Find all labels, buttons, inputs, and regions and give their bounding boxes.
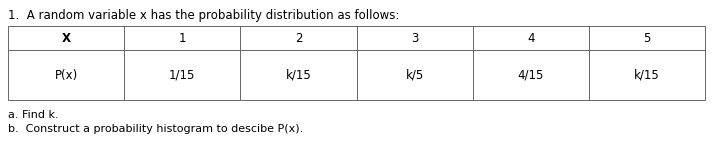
Text: 1.  A random variable x has the probability distribution as follows:: 1. A random variable x has the probabili… [8, 9, 400, 22]
Text: a. Find k.: a. Find k. [8, 110, 59, 120]
Text: 4: 4 [527, 32, 535, 44]
Text: 2: 2 [295, 32, 302, 44]
Text: 1: 1 [178, 32, 186, 44]
Text: k/15: k/15 [634, 68, 659, 81]
Text: X: X [62, 32, 71, 44]
Text: P(x): P(x) [54, 68, 78, 81]
Text: k/5: k/5 [405, 68, 424, 81]
Text: 3: 3 [411, 32, 418, 44]
Bar [8, 26, 705, 100]
Text: 5: 5 [643, 32, 651, 44]
Text: 4/15: 4/15 [518, 68, 544, 81]
Text: b.  Construct a probability histogram to descibe P(x).: b. Construct a probability histogram to … [8, 124, 304, 134]
Text: 1/15: 1/15 [169, 68, 195, 81]
Text: k/15: k/15 [286, 68, 311, 81]
